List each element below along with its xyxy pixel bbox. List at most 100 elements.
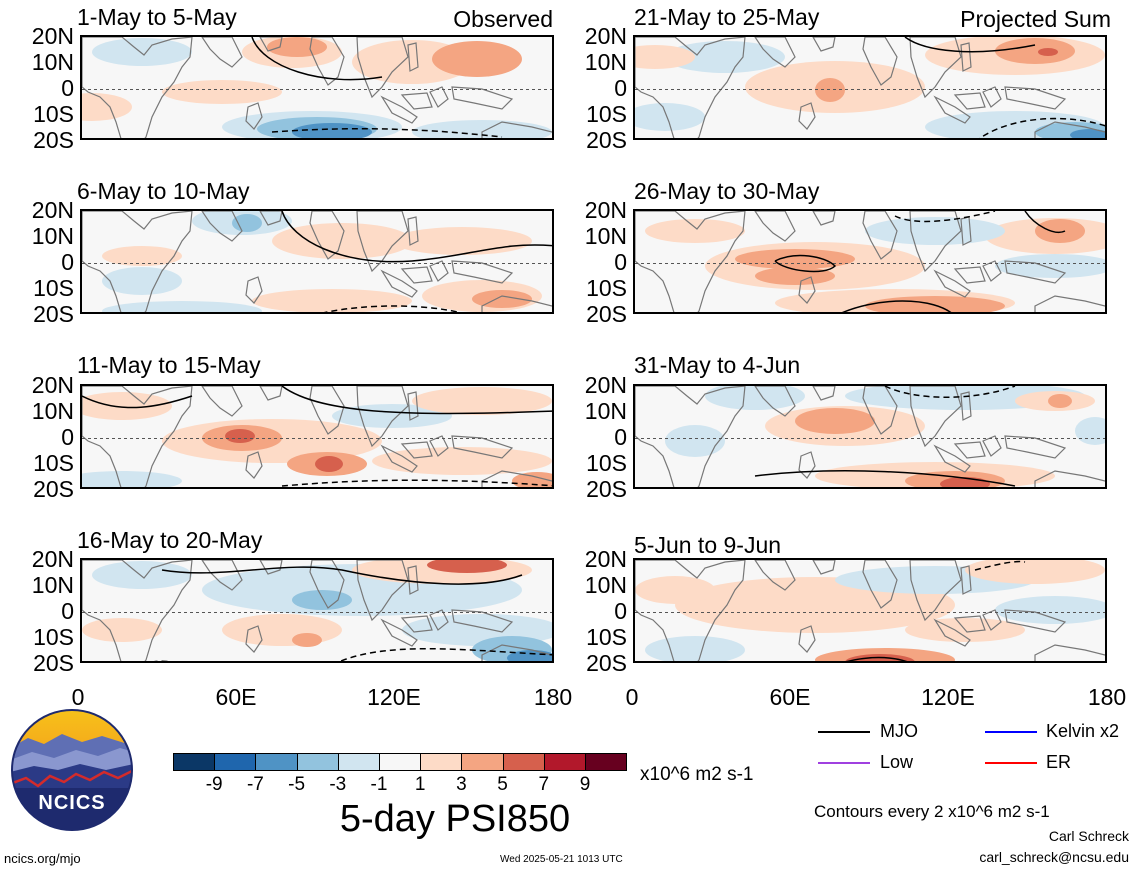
mjo-contours [846, 560, 1026, 661]
lon-label: 0 [625, 684, 639, 710]
lat-label: 20N [31, 197, 74, 223]
map-panel [80, 209, 554, 314]
anomaly-patch [292, 123, 372, 138]
ncics-logo: NCICS [10, 708, 134, 832]
lat-label: 10N [584, 572, 627, 598]
coastline [933, 444, 971, 473]
legend-label-mjo: MJO [880, 721, 918, 741]
coastline [82, 37, 193, 138]
coastline [798, 276, 816, 304]
coastline [245, 625, 263, 653]
mjo-contour [842, 300, 952, 312]
colorbar-cell [379, 753, 422, 771]
map-panel [80, 558, 554, 663]
coastline [201, 211, 243, 242]
lat-label: 20S [33, 301, 74, 327]
colorbar-cell [585, 753, 628, 771]
lat-label: 20S [586, 127, 627, 153]
lat-label: 20N [584, 372, 627, 398]
coastline [960, 42, 972, 72]
colorbar-cell [461, 753, 504, 771]
coastline [380, 269, 418, 298]
coastline [909, 211, 962, 273]
mjo-contour [281, 479, 552, 487]
coastlines [82, 37, 552, 138]
coastline [245, 102, 263, 130]
coastline [201, 37, 243, 68]
lon-label: 180 [1087, 684, 1127, 710]
coastline [812, 386, 836, 401]
coastline [356, 386, 409, 448]
colorbar-tick-label: 9 [579, 774, 591, 795]
coastline [933, 618, 971, 647]
colorbar-units: x10^6 m2 s-1 [640, 764, 754, 785]
coastline [451, 86, 514, 110]
coastline [812, 211, 836, 226]
lat-label: 20N [584, 23, 627, 49]
mjo-contours [82, 386, 552, 487]
mjo-contour [974, 560, 1026, 571]
anomaly-patch [102, 301, 262, 312]
coastline [400, 266, 433, 284]
anomaly-patch [222, 614, 342, 646]
anomaly-patch [267, 37, 327, 57]
coastline [862, 211, 898, 260]
anomaly-patch [735, 249, 855, 269]
map-graphic [635, 560, 1105, 661]
map-panel [633, 35, 1107, 140]
lat-label: 20N [31, 23, 74, 49]
mjo-contours [754, 386, 1016, 487]
coastline [309, 386, 345, 435]
map-graphic [635, 211, 1105, 312]
lon-label: 180 [533, 684, 573, 710]
lat-label: 20S [33, 127, 74, 153]
coastline [754, 386, 796, 417]
lat-label: 20S [586, 301, 627, 327]
anomaly-shading [82, 560, 552, 661]
coastline [635, 386, 746, 487]
panel-label-observed: Observed [453, 6, 553, 32]
mjo-contour [846, 656, 908, 661]
coastlines [82, 386, 552, 487]
coastline [309, 560, 345, 609]
anomaly-patch [665, 41, 785, 73]
anomaly-patch [102, 267, 182, 295]
coastline [798, 625, 816, 653]
coastline [754, 211, 796, 242]
colorbar-cell [502, 753, 545, 771]
panel-title: 11-May to 15-May [77, 352, 261, 378]
anomaly-patch [92, 38, 192, 66]
anomaly-shading [102, 211, 542, 312]
coastline [1004, 609, 1067, 633]
coastline [1004, 86, 1067, 110]
coastline [356, 37, 409, 99]
coastline [400, 92, 433, 110]
anomaly-patch [427, 560, 507, 573]
lon-label: 120E [367, 684, 421, 710]
lat-label: 10S [586, 450, 627, 476]
mjo-contours [774, 211, 1066, 312]
panel-title: 5-Jun to 9-Jun [634, 532, 782, 558]
coastline [754, 560, 796, 591]
lat-label: 0 [61, 75, 74, 101]
coastline [960, 391, 972, 421]
panel-title: 6-May to 10-May [77, 178, 250, 204]
coastline [400, 615, 433, 633]
colorbar-cell [420, 753, 463, 771]
lat-label: 10N [31, 223, 74, 249]
anomaly-patch [92, 561, 192, 589]
coastlines [82, 211, 552, 312]
mjo-contours [154, 566, 552, 661]
anomaly-patch [82, 392, 172, 420]
coastline [1034, 295, 1105, 312]
logo-text: NCICS [38, 792, 106, 814]
panel-title: 16-May to 20-May [77, 527, 263, 553]
coastline [380, 95, 418, 124]
coastline [982, 435, 1002, 457]
lat-label: 0 [614, 249, 627, 275]
lon-label: 0 [71, 684, 85, 710]
coastline [933, 269, 971, 298]
mjo-contour [894, 211, 996, 223]
coastline [1034, 470, 1105, 487]
footer-url: ncics.org/mjo [4, 851, 81, 866]
